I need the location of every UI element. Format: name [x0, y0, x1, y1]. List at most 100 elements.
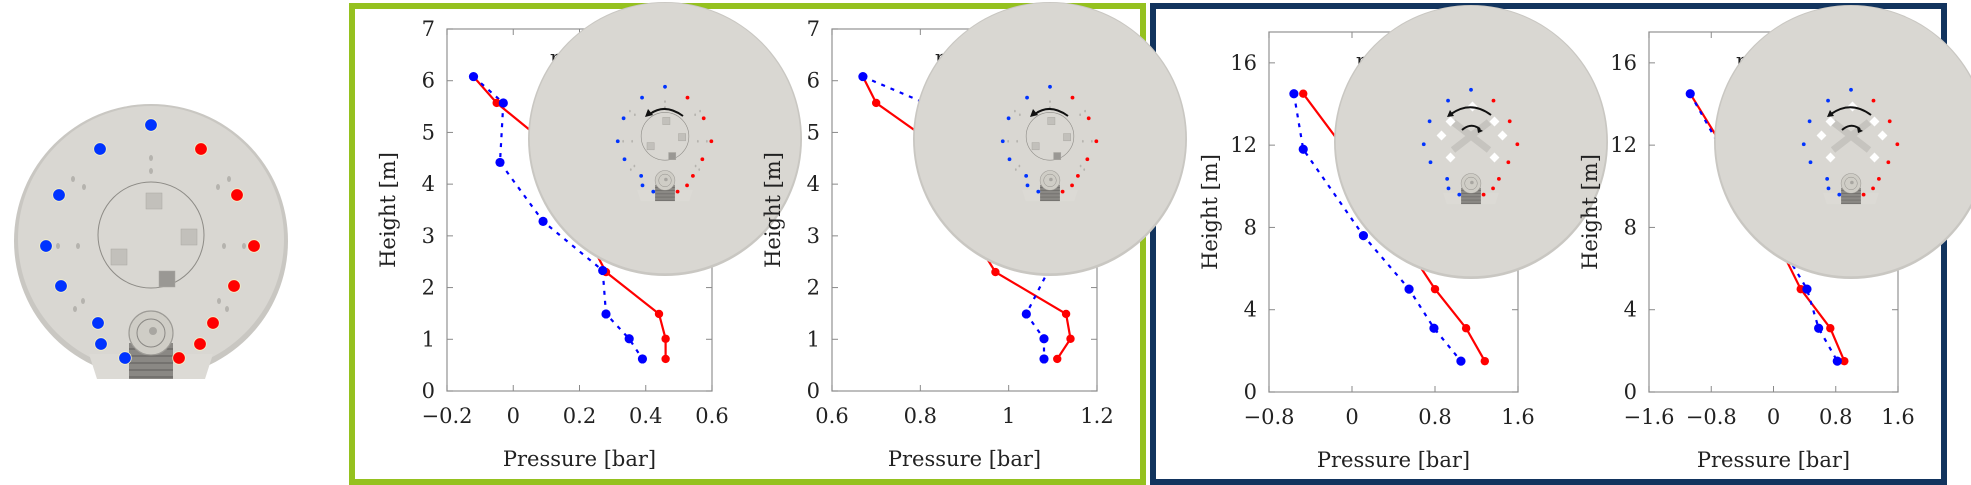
- right-sensor-dot: [1887, 119, 1892, 124]
- inner-block: [110, 248, 128, 266]
- rotation-arrow-inner: [1461, 124, 1481, 131]
- series-left-point: [468, 71, 479, 82]
- series-left-point: [1802, 284, 1812, 294]
- left-sensor-dot: [93, 142, 107, 156]
- x-tick-label: 0.2: [563, 404, 596, 428]
- arrowhead-icon: [1857, 127, 1863, 133]
- x-axis-label: Pressure [bar]: [888, 447, 1041, 471]
- frame-green: [349, 3, 1146, 485]
- series-right-point: [1299, 89, 1308, 98]
- right-sensor-dot: [193, 337, 207, 351]
- series-right-point: [661, 334, 670, 343]
- right-sensor-dot: [1491, 98, 1496, 103]
- series-left-point: [1456, 356, 1466, 366]
- bolt-hole: [694, 164, 697, 168]
- bolt-hole: [705, 139, 708, 143]
- series-left-point: [637, 354, 648, 364]
- series-left-point: [1832, 356, 1842, 366]
- series-right-point: [1066, 334, 1075, 343]
- inner-circle: [640, 112, 690, 161]
- left-sensor-dot: [1024, 174, 1029, 178]
- series-left-point: [1298, 144, 1308, 154]
- spiral-ring: [1464, 176, 1478, 190]
- bolt-hole: [82, 184, 86, 190]
- y-axis-label: Height [m]: [1198, 154, 1222, 270]
- left-sensor-dot: [1801, 142, 1806, 147]
- series-right-point: [661, 354, 670, 364]
- bolt-hole: [73, 306, 77, 312]
- bolt-hole: [631, 139, 634, 143]
- opening-square: [1825, 152, 1836, 163]
- right-sensor-dot: [1877, 177, 1881, 181]
- right-sensor-dot: [1497, 177, 1501, 181]
- right-sensor-dot: [685, 183, 689, 188]
- bolt-hole: [1007, 139, 1010, 143]
- disk-diagram: [14, 104, 288, 379]
- series-right-point: [991, 267, 1000, 277]
- right-sensor-dot: [701, 116, 706, 121]
- inner-block: [1053, 152, 1062, 160]
- y-tick-label: 5: [422, 120, 435, 144]
- frame-navy: [1150, 3, 1947, 485]
- y-tick-label: 4: [422, 172, 435, 196]
- inset-disk: [913, 2, 1187, 276]
- inner-circle: [1025, 112, 1075, 161]
- y-tick-label: 0: [807, 379, 820, 403]
- rotation-arrow-outer: [1450, 106, 1492, 116]
- opening-square: [1436, 130, 1447, 141]
- left-sensor-dot: [1427, 119, 1432, 124]
- bolt-hole: [633, 164, 636, 168]
- left-sensor-dot: [1826, 98, 1830, 103]
- right-sensor-dot: [1507, 119, 1512, 124]
- left-sensor-dot: [1428, 160, 1433, 165]
- arrowhead-icon: [1447, 110, 1454, 117]
- right-sensor-dot: [1070, 183, 1074, 188]
- bolt-hole: [696, 139, 699, 143]
- y-axis-label: Height [m]: [761, 152, 785, 268]
- series-left-point: [1021, 309, 1031, 319]
- bolt-hole: [71, 176, 75, 182]
- right-sensor-dot: [1506, 160, 1511, 165]
- x-tick-label: −0.8: [1686, 405, 1737, 429]
- opening-square: [1877, 130, 1888, 141]
- opening-square: [1825, 116, 1836, 127]
- bolt-hole: [633, 113, 636, 117]
- bolt-hole: [1079, 164, 1082, 168]
- x-tick-label: 0.8: [1418, 405, 1451, 429]
- left-sensor-dot: [1837, 192, 1842, 197]
- bolt-hole: [1079, 113, 1082, 117]
- left-sensor-dot: [91, 316, 105, 330]
- bolt-hole: [1049, 100, 1051, 103]
- left-sensor-dot: [651, 189, 656, 194]
- arrowhead-icon: [645, 109, 653, 117]
- bolt-hole: [216, 184, 220, 190]
- y-tick-label: 3: [422, 224, 435, 248]
- disk: [14, 104, 288, 379]
- bolt-hole: [1014, 109, 1016, 113]
- bolt-hole: [1083, 168, 1086, 171]
- right-sensor-dot: [1861, 192, 1866, 197]
- y-tick-label: 6: [422, 69, 435, 93]
- left-sensor-dot: [1469, 87, 1473, 92]
- y-tick-label: 0: [1244, 380, 1257, 404]
- y-tick-label: 4: [807, 172, 820, 196]
- left-sensor-dot: [39, 239, 53, 253]
- x-tick-label: 0.6: [815, 404, 848, 428]
- left-sensor-dot: [118, 351, 132, 365]
- series-left-point: [495, 157, 505, 168]
- right-sensor-dot: [1094, 139, 1099, 144]
- right-sensor-dot: [230, 188, 244, 202]
- x-tick-label: 1.6: [1881, 405, 1914, 429]
- right-sensor-dot: [1515, 142, 1520, 147]
- y-tick-label: 3: [807, 224, 820, 248]
- inner-block: [1047, 117, 1056, 125]
- y-tick-label: 4: [1624, 298, 1637, 322]
- bolt-hole: [1016, 139, 1019, 143]
- left-sensor-dot: [1808, 160, 1813, 165]
- right-sensor-dot: [206, 316, 220, 330]
- series-left-point: [598, 265, 608, 276]
- left-sensor-dot: [94, 337, 108, 351]
- series-left-point: [601, 309, 611, 319]
